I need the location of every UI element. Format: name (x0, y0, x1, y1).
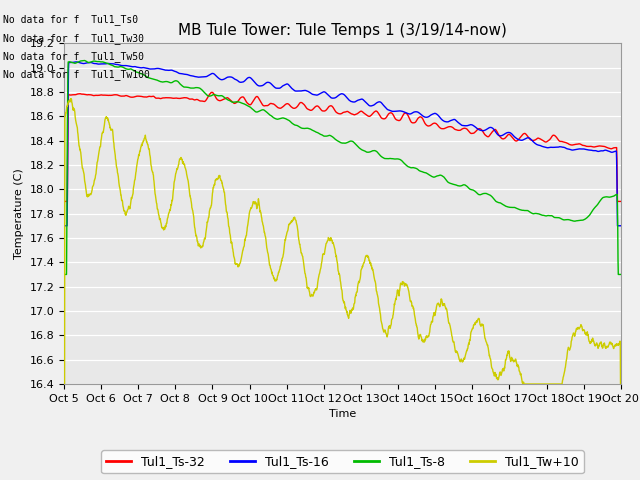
Text: No data for f  Tul1_Tw30: No data for f Tul1_Tw30 (3, 33, 144, 44)
Text: No data for f  Tul1_Tw100: No data for f Tul1_Tw100 (3, 69, 150, 80)
Text: No data for f  Tul1_Tw50: No data for f Tul1_Tw50 (3, 51, 144, 62)
X-axis label: Time: Time (329, 409, 356, 419)
Title: MB Tule Tower: Tule Temps 1 (3/19/14-now): MB Tule Tower: Tule Temps 1 (3/19/14-now… (178, 23, 507, 38)
Legend: Tul1_Ts-32, Tul1_Ts-16, Tul1_Ts-8, Tul1_Tw+10: Tul1_Ts-32, Tul1_Ts-16, Tul1_Ts-8, Tul1_… (101, 450, 584, 473)
Y-axis label: Temperature (C): Temperature (C) (14, 168, 24, 259)
Text: No data for f  Tul1_Ts0: No data for f Tul1_Ts0 (3, 14, 138, 25)
